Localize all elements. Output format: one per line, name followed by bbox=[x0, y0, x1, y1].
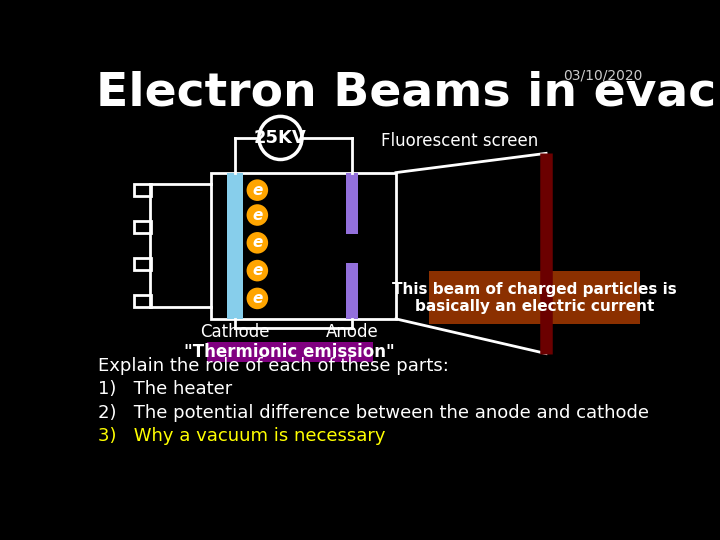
Text: 03/10/2020: 03/10/2020 bbox=[563, 69, 642, 83]
Bar bbox=[211, 173, 396, 319]
Bar bbox=[134, 184, 151, 197]
Text: Cathode: Cathode bbox=[200, 323, 270, 341]
Circle shape bbox=[246, 204, 268, 226]
Text: 1)   The heater: 1) The heater bbox=[98, 381, 233, 399]
Text: 2)   The potential difference between the anode and cathode: 2) The potential difference between the … bbox=[98, 403, 649, 422]
Text: 25KV: 25KV bbox=[254, 129, 307, 147]
FancyBboxPatch shape bbox=[429, 271, 640, 325]
Text: This beam of charged particles is
basically an electric current: This beam of charged particles is basica… bbox=[392, 281, 677, 314]
Circle shape bbox=[246, 288, 268, 309]
Bar bbox=[207, 342, 373, 362]
Bar bbox=[134, 221, 151, 233]
Text: Explain the role of each of these parts:: Explain the role of each of these parts: bbox=[98, 357, 449, 375]
Circle shape bbox=[246, 260, 268, 281]
Text: e: e bbox=[252, 235, 263, 251]
Circle shape bbox=[246, 232, 268, 254]
Bar bbox=[134, 295, 151, 307]
Bar bbox=[346, 173, 359, 234]
Text: Electron Beams in evacuated tubes: Electron Beams in evacuated tubes bbox=[96, 71, 720, 116]
Text: Anode: Anode bbox=[325, 323, 379, 341]
Bar bbox=[346, 264, 359, 319]
Text: e: e bbox=[252, 291, 263, 306]
Text: "Thermionic emission": "Thermionic emission" bbox=[184, 343, 395, 361]
Text: e: e bbox=[252, 263, 263, 278]
Text: 3)   Why a vacuum is necessary: 3) Why a vacuum is necessary bbox=[98, 427, 385, 445]
Bar bbox=[227, 173, 243, 319]
Circle shape bbox=[246, 179, 268, 201]
Text: e: e bbox=[252, 207, 263, 222]
Text: Fluorescent screen: Fluorescent screen bbox=[381, 132, 539, 150]
Bar bbox=[134, 258, 151, 271]
Text: e: e bbox=[252, 183, 263, 198]
